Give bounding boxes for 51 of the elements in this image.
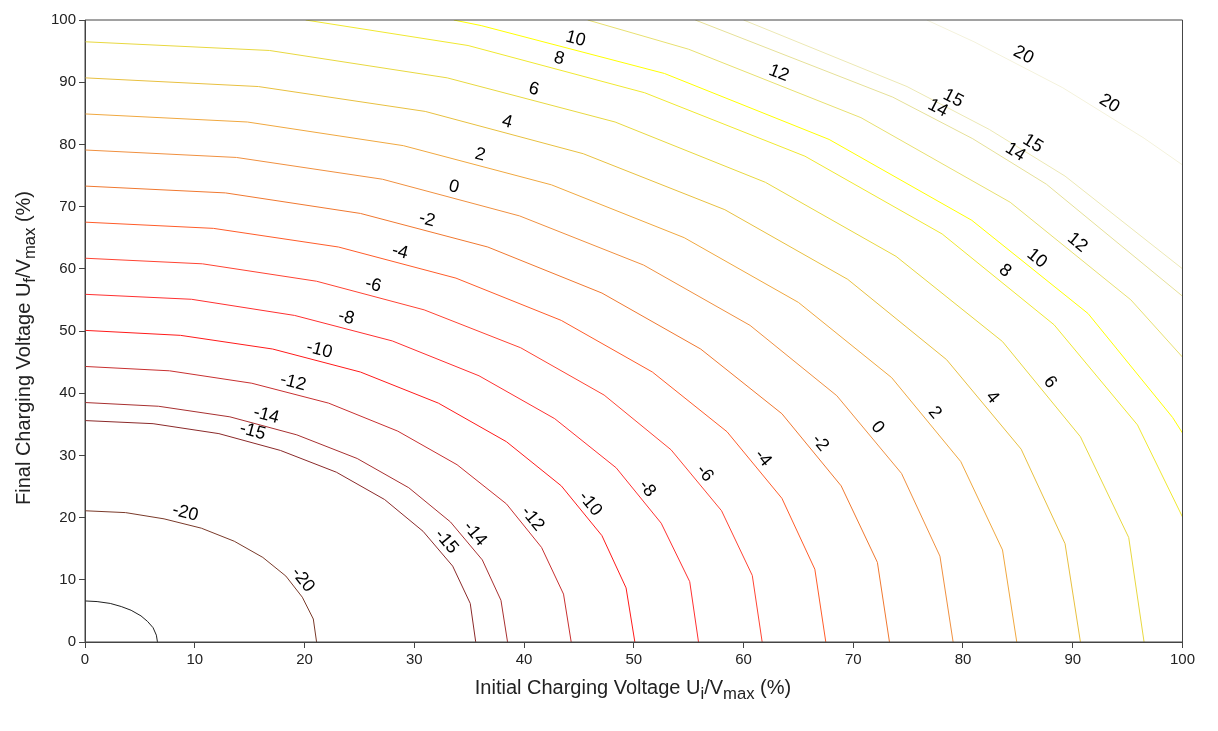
x-tick-label: 100 [1169,650,1195,668]
x-tick-label: 30 [405,650,423,668]
text: 2 [473,142,488,165]
text: 6 [526,77,542,100]
y-tick-label: 70 [59,196,77,214]
text: -6 [363,272,384,296]
text: 0 [867,416,890,438]
y-tick-label: 80 [59,134,77,152]
y-tick-label: 100 [51,10,77,28]
text: -10 [304,335,335,362]
text: -2 [808,429,834,455]
y-tick-label: 50 [59,321,77,339]
y-tick-label: 40 [59,383,77,401]
text: 0 [446,175,462,197]
text: -10 [574,486,607,520]
text: 6 [1039,371,1062,392]
text: 12 [766,59,793,86]
x-tick-label: 0 [80,650,90,668]
text: -6 [692,460,719,486]
x-tick-label: 90 [1064,650,1082,668]
text: -4 [390,239,411,263]
x-tick-label: 50 [625,650,643,668]
text: 4 [982,386,1004,407]
y-tick-label: 30 [59,445,77,463]
x-tick-label: 40 [515,650,533,668]
text: -4 [750,444,777,470]
text: -20 [287,562,320,596]
y-tick-label: 90 [59,72,77,90]
text: -2 [416,206,438,231]
y-tick-label: 60 [59,258,77,276]
text: 8 [995,259,1016,281]
text: 10 [1023,243,1052,272]
text: 12 [1064,227,1093,256]
x-tick-label: 60 [735,650,752,668]
text: 20 [1096,88,1124,117]
text: -12 [517,501,550,535]
y-tick-label: 0 [67,632,77,650]
x-tick-label: 10 [186,650,204,668]
y-tick-label: 10 [59,569,77,587]
text: -8 [635,475,661,501]
text: -12 [278,368,309,395]
x-tick-label: 70 [844,650,862,668]
x-tick-label: 80 [954,650,972,668]
text: 20 [1010,40,1038,68]
text: -8 [336,304,357,329]
x-axis-title: Initial Charging Voltage U$_{i}$/V$_{max}$ (%) [473,676,793,704]
x-tick-label: 20 [296,650,313,668]
text: 4 [499,110,515,132]
text: 2 [924,401,947,423]
text: -20 [170,498,201,525]
y-tick-label: 20 [59,507,77,525]
